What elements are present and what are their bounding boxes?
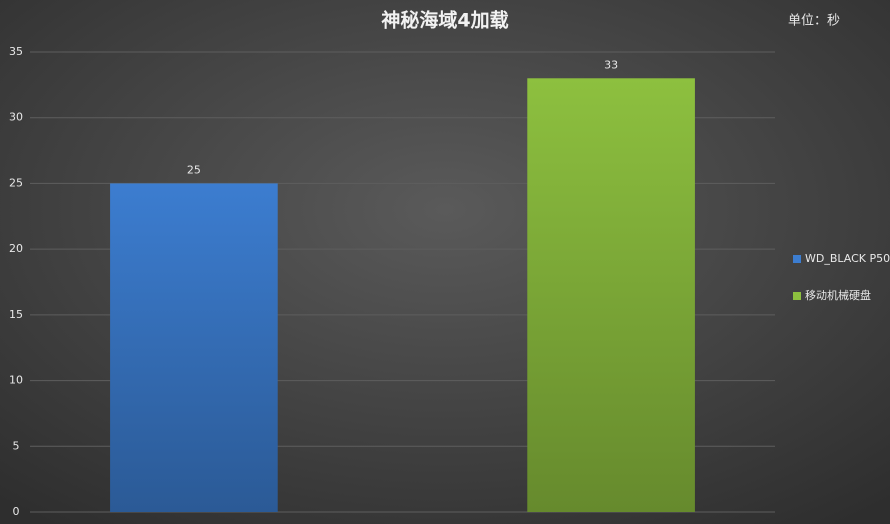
y-tick-label: 20 — [9, 242, 23, 255]
bar — [110, 183, 278, 512]
y-tick-label: 30 — [9, 111, 23, 124]
bar — [527, 78, 695, 513]
unit-note: 单位：秒 — [788, 14, 840, 29]
data-label: 25 — [187, 163, 201, 176]
y-tick-label: 25 — [9, 176, 23, 189]
chart-title: 神秘海域4加载 — [381, 9, 508, 32]
y-tick-label: 10 — [9, 374, 23, 387]
legend-label: 移动机械硬盘 — [805, 288, 871, 302]
legend-swatch — [793, 255, 801, 263]
y-tick-label: 15 — [9, 308, 23, 321]
y-tick-label: 35 — [9, 45, 23, 58]
y-tick-label: 5 — [13, 439, 20, 452]
legend-label: WD_BLACK P50 — [805, 252, 890, 265]
data-label: 33 — [604, 58, 618, 71]
legend-swatch — [793, 292, 801, 300]
y-tick-label: 0 — [13, 505, 20, 518]
